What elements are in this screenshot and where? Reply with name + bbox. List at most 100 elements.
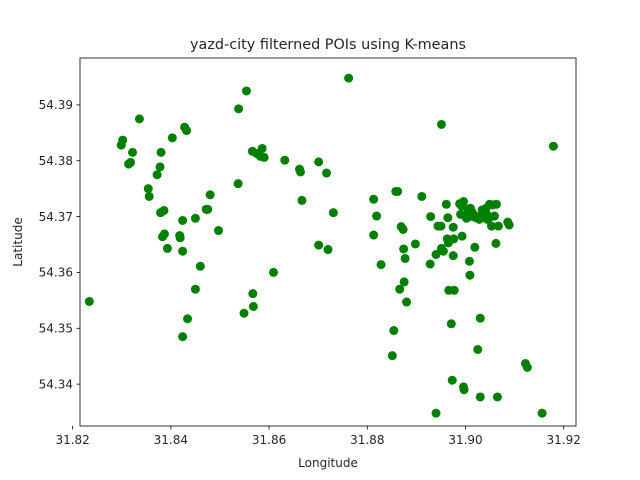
data-point-68 xyxy=(400,253,410,263)
data-point-104 xyxy=(465,270,475,280)
data-point-59 xyxy=(387,351,397,361)
data-point-56 xyxy=(369,230,379,240)
data-point-0 xyxy=(84,296,94,306)
data-point-66 xyxy=(399,244,409,254)
data-point-114 xyxy=(475,313,485,323)
data-point-4 xyxy=(126,157,136,167)
y-tick-label: 54.39 xyxy=(39,98,73,112)
data-point-53 xyxy=(328,208,338,218)
data-point-127 xyxy=(491,238,501,248)
data-point-74 xyxy=(431,250,441,260)
data-point-38 xyxy=(248,289,258,299)
data-point-8 xyxy=(144,191,154,201)
data-point-135 xyxy=(537,408,547,418)
data-point-80 xyxy=(438,246,448,256)
x-tick-label: 31.92 xyxy=(547,433,581,447)
data-point-71 xyxy=(417,191,427,201)
data-point-96 xyxy=(459,197,469,207)
data-point-48 xyxy=(297,195,307,205)
data-point-27 xyxy=(190,284,200,294)
plot-frame xyxy=(79,57,577,427)
y-tick-label: 54.36 xyxy=(39,266,73,280)
data-point-60 xyxy=(389,326,399,336)
data-point-130 xyxy=(493,221,503,231)
data-point-31 xyxy=(205,190,215,200)
data-point-73 xyxy=(426,212,436,222)
data-point-63 xyxy=(395,284,405,294)
data-point-124 xyxy=(487,221,497,231)
data-point-109 xyxy=(470,242,480,252)
x-tick-label: 31.90 xyxy=(448,433,482,447)
y-axis-label: Latitude xyxy=(11,217,25,266)
y-tick-label: 54.38 xyxy=(39,154,73,168)
y-tick-label: 54.37 xyxy=(39,210,73,224)
data-point-30 xyxy=(203,204,213,214)
data-point-126 xyxy=(489,211,499,221)
data-point-57 xyxy=(372,211,382,221)
points-layer xyxy=(84,73,558,418)
data-point-77 xyxy=(436,119,446,129)
data-point-33 xyxy=(234,104,244,114)
chart-title: yazd-city filterned POIs using K-means xyxy=(190,37,466,53)
y-axis: 54.34 54.35 54.36 54.37 54.38 54.39 xyxy=(39,98,80,391)
data-point-36 xyxy=(241,86,251,96)
data-point-82 xyxy=(443,213,453,223)
data-point-69 xyxy=(402,297,412,307)
data-point-24 xyxy=(178,332,188,342)
data-point-10 xyxy=(155,162,165,172)
data-point-5 xyxy=(128,147,138,157)
data-point-86 xyxy=(446,319,456,329)
data-point-39 xyxy=(248,302,258,311)
data-point-112 xyxy=(473,345,483,354)
data-point-67 xyxy=(399,277,409,287)
data-point-136 xyxy=(548,141,558,151)
data-point-34 xyxy=(233,179,243,189)
x-axis: 31.82 31.84 31.86 31.88 31.90 31.92 xyxy=(55,426,581,447)
data-point-51 xyxy=(322,168,332,178)
data-point-7 xyxy=(143,184,153,194)
data-point-2 xyxy=(118,135,128,145)
data-point-42 xyxy=(257,143,267,153)
data-point-35 xyxy=(239,308,249,318)
data-point-128 xyxy=(491,199,501,209)
x-tick-label: 31.84 xyxy=(154,433,188,447)
data-point-44 xyxy=(268,267,278,277)
data-point-50 xyxy=(314,240,324,250)
data-point-26 xyxy=(190,213,200,223)
data-point-9 xyxy=(152,170,162,180)
data-point-21 xyxy=(182,126,192,136)
data-point-90 xyxy=(448,251,458,261)
data-point-52 xyxy=(323,245,333,255)
data-point-91 xyxy=(449,285,459,295)
data-point-32 xyxy=(213,226,223,236)
data-point-58 xyxy=(376,260,386,270)
data-point-87 xyxy=(447,375,457,385)
y-tick-label: 54.34 xyxy=(39,377,73,391)
x-tick-label: 31.86 xyxy=(252,433,286,447)
data-point-16 xyxy=(162,243,172,253)
data-point-134 xyxy=(522,362,532,372)
x-tick-label: 31.82 xyxy=(55,433,89,447)
data-point-78 xyxy=(436,221,446,231)
data-point-75 xyxy=(431,408,441,418)
data-point-55 xyxy=(369,194,379,204)
data-point-95 xyxy=(457,231,467,241)
data-point-88 xyxy=(448,222,458,232)
data-point-89 xyxy=(449,234,459,244)
data-point-62 xyxy=(393,186,403,196)
data-point-19 xyxy=(175,233,185,243)
x-tick-label: 31.88 xyxy=(350,433,384,447)
data-point-54 xyxy=(344,73,354,83)
data-point-81 xyxy=(441,199,451,209)
data-point-28 xyxy=(195,261,205,271)
data-point-49 xyxy=(314,157,324,167)
data-point-15 xyxy=(159,229,169,239)
y-tick-label: 54.35 xyxy=(39,322,73,336)
data-point-17 xyxy=(167,133,177,143)
data-point-65 xyxy=(398,224,408,234)
data-point-45 xyxy=(280,155,290,165)
data-point-6 xyxy=(134,114,144,124)
data-point-23 xyxy=(178,246,188,256)
